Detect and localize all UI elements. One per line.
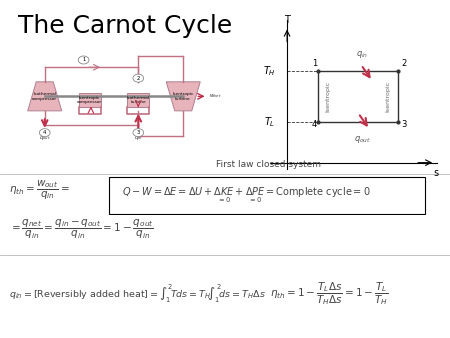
- Text: $q_{out}$: $q_{out}$: [354, 134, 371, 145]
- Text: $q_{in}$: $q_{in}$: [134, 135, 143, 143]
- Text: $T_H$: $T_H$: [263, 64, 276, 78]
- Circle shape: [78, 56, 89, 64]
- Text: Isothermal
turbine: Isothermal turbine: [127, 96, 150, 104]
- FancyBboxPatch shape: [109, 177, 425, 214]
- Text: Isentropic: Isentropic: [386, 81, 391, 112]
- Text: $w_{net}$: $w_{net}$: [209, 92, 222, 100]
- Text: 4: 4: [312, 120, 317, 129]
- Bar: [79, 93, 101, 107]
- Bar: [127, 93, 149, 107]
- Text: 3: 3: [137, 130, 140, 135]
- Text: First law closed system: First law closed system: [216, 160, 321, 169]
- Circle shape: [133, 129, 144, 137]
- Text: $\eta_{th}=1-\dfrac{T_L\Delta s}{T_H\Delta s}=1-\dfrac{T_L}{T_H}$: $\eta_{th}=1-\dfrac{T_L\Delta s}{T_H\Del…: [270, 281, 388, 308]
- Text: Isothermal
compressor: Isothermal compressor: [32, 92, 57, 101]
- Text: s: s: [434, 168, 439, 178]
- Text: 2: 2: [137, 76, 140, 81]
- Text: 2: 2: [401, 59, 406, 68]
- Text: The Carnot Cycle: The Carnot Cycle: [18, 14, 232, 38]
- Text: $Q-W=\Delta E=\Delta U+\underset{=0}{\Delta KE}+\underset{=0}{\Delta PE}=\mathrm: $Q-W=\Delta E=\Delta U+\underset{=0}{\De…: [122, 186, 371, 205]
- Text: 4: 4: [43, 130, 46, 135]
- Text: $T_L$: $T_L$: [265, 115, 276, 129]
- Text: $q_{in}=[\mathrm{Reversibly\ added\ heat}]=\int_1^2\!Tds=T_H\!\int_1^2\!ds=T_H\D: $q_{in}=[\mathrm{Reversibly\ added\ heat…: [9, 283, 266, 305]
- Text: 1: 1: [312, 59, 317, 68]
- Text: Isentropic
turbine: Isentropic turbine: [172, 92, 194, 101]
- Text: $= \dfrac{q_{net}}{q_{in}} = \dfrac{q_{in}-q_{out}}{q_{in}} = 1 - \dfrac{q_{out}: $= \dfrac{q_{net}}{q_{in}} = \dfrac{q_{i…: [9, 218, 154, 241]
- Polygon shape: [28, 82, 62, 111]
- Text: $\eta_{th} = \dfrac{w_{out}}{q_{in}} =$: $\eta_{th} = \dfrac{w_{out}}{q_{in}} =$: [9, 179, 70, 202]
- Text: Isentropic
compressor: Isentropic compressor: [77, 96, 102, 104]
- Circle shape: [40, 129, 50, 137]
- Polygon shape: [166, 82, 200, 111]
- Text: T: T: [284, 15, 290, 25]
- Text: 1: 1: [82, 57, 86, 63]
- Text: $q_{in}$: $q_{in}$: [356, 49, 369, 60]
- Circle shape: [133, 74, 144, 82]
- Text: $q_{out}$: $q_{out}$: [39, 135, 51, 143]
- Text: Isentropic: Isentropic: [326, 81, 331, 112]
- Text: 3: 3: [401, 120, 406, 129]
